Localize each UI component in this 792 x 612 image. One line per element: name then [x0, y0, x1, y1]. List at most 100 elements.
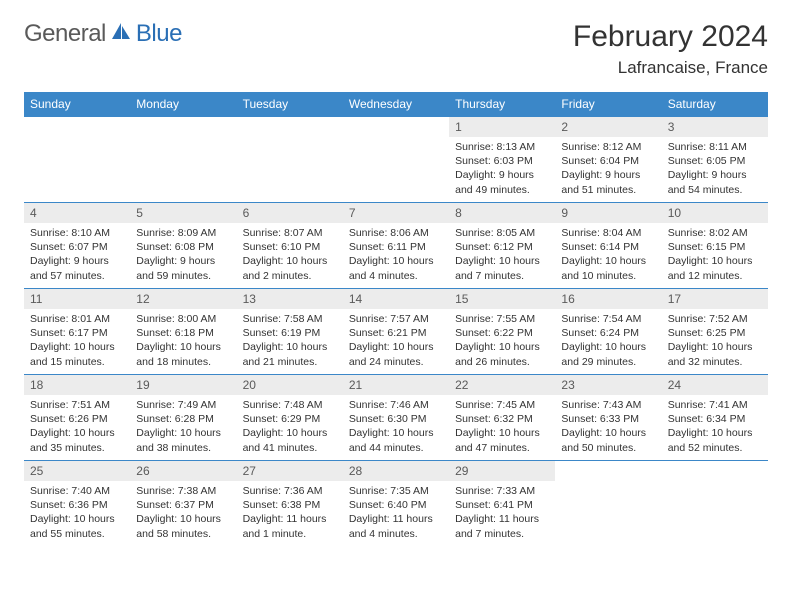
sunset-line: Sunset: 6:17 PM: [30, 326, 124, 340]
day-content: Sunrise: 7:54 AMSunset: 6:24 PMDaylight:…: [555, 309, 661, 373]
daylight-line: Daylight: 10 hours and 4 minutes.: [349, 254, 443, 282]
sunrise-line: Sunrise: 7:57 AM: [349, 312, 443, 326]
daylight-line: Daylight: 10 hours and 52 minutes.: [668, 426, 762, 454]
sunset-line: Sunset: 6:21 PM: [349, 326, 443, 340]
location: Lafrancaise, France: [573, 58, 768, 78]
sunset-line: Sunset: 6:24 PM: [561, 326, 655, 340]
day-content: Sunrise: 8:09 AMSunset: 6:08 PMDaylight:…: [130, 223, 236, 287]
sunrise-line: Sunrise: 7:43 AM: [561, 398, 655, 412]
sunset-line: Sunset: 6:30 PM: [349, 412, 443, 426]
sunset-line: Sunset: 6:22 PM: [455, 326, 549, 340]
day-number: 4: [24, 203, 130, 223]
day-number: 7: [343, 203, 449, 223]
day-content: Sunrise: 8:10 AMSunset: 6:07 PMDaylight:…: [24, 223, 130, 287]
calendar-cell: 10Sunrise: 8:02 AMSunset: 6:15 PMDayligh…: [662, 203, 768, 289]
daylight-line: Daylight: 10 hours and 7 minutes.: [455, 254, 549, 282]
day-number: 23: [555, 375, 661, 395]
calendar-cell: [130, 117, 236, 203]
daylight-line: Daylight: 11 hours and 1 minute.: [243, 512, 337, 540]
day-content: Sunrise: 7:45 AMSunset: 6:32 PMDaylight:…: [449, 395, 555, 459]
day-number: 13: [237, 289, 343, 309]
sunrise-line: Sunrise: 8:06 AM: [349, 226, 443, 240]
calendar-cell: 11 Sunrise: 8:01 AMSunset: 6:17 PMDayligh…: [24, 289, 130, 375]
sunrise-line: Sunrise: 8:07 AM: [243, 226, 337, 240]
calendar-cell: 28Sunrise: 7:35 AMSunset: 6:40 PMDayligh…: [343, 461, 449, 547]
sunset-line: Sunset: 6:18 PM: [136, 326, 230, 340]
sunset-line: Sunset: 6:11 PM: [349, 240, 443, 254]
calendar-cell: [343, 117, 449, 203]
calendar-cell: 27Sunrise: 7:36 AMSunset: 6:38 PMDayligh…: [237, 461, 343, 547]
calendar-cell: 3Sunrise: 8:11 AMSunset: 6:05 PMDaylight…: [662, 117, 768, 203]
daylight-line: Daylight: 10 hours and 24 minutes.: [349, 340, 443, 368]
sunrise-line: Sunrise: 7:48 AM: [243, 398, 337, 412]
day-number: 8: [449, 203, 555, 223]
sunrise-line: Sunrise: 8:00 AM: [136, 312, 230, 326]
day-content: Sunrise: 7:41 AMSunset: 6:34 PMDaylight:…: [662, 395, 768, 459]
day-content: Sunrise: 7:43 AMSunset: 6:33 PMDaylight:…: [555, 395, 661, 459]
day-number: 26: [130, 461, 236, 481]
sunrise-line: Sunrise: 7:35 AM: [349, 484, 443, 498]
day-content: Sunrise: 7:48 AMSunset: 6:29 PMDaylight:…: [237, 395, 343, 459]
daylight-line: Daylight: 11 hours and 7 minutes.: [455, 512, 549, 540]
day-number: 2: [555, 117, 661, 137]
daylight-line: Daylight: 10 hours and 58 minutes.: [136, 512, 230, 540]
sunset-line: Sunset: 6:40 PM: [349, 498, 443, 512]
daylight-line: Daylight: 10 hours and 18 minutes.: [136, 340, 230, 368]
daylight-line: Daylight: 10 hours and 10 minutes.: [561, 254, 655, 282]
calendar-row: 11Sunrise: 8:01 AMSunset: 6:17 PMDayligh…: [24, 289, 768, 375]
daylight-line: Daylight: 10 hours and 15 minutes.: [30, 340, 124, 368]
day-content: Sunrise: 8:07 AMSunset: 6:10 PMDaylight:…: [237, 223, 343, 287]
day-number: 12: [130, 289, 236, 309]
day-number: 14: [343, 289, 449, 309]
calendar-row: 1Sunrise: 8:13 AMSunset: 6:03 PMDaylight…: [24, 117, 768, 203]
day-number: 11: [24, 289, 130, 309]
calendar-cell: 25Sunrise: 7:40 AMSunset: 6:36 PMDayligh…: [24, 461, 130, 547]
daylight-line: Daylight: 10 hours and 44 minutes.: [349, 426, 443, 454]
daylight-line: Daylight: 10 hours and 50 minutes.: [561, 426, 655, 454]
sunrise-line: Sunrise: 8:01 AM: [30, 312, 124, 326]
weekday-header: Wednesday: [343, 92, 449, 117]
sail-icon: [110, 21, 132, 48]
daylight-line: Daylight: 9 hours and 49 minutes.: [455, 168, 549, 196]
calendar-cell: 23Sunrise: 7:43 AMSunset: 6:33 PMDayligh…: [555, 375, 661, 461]
calendar-cell: 4Sunrise: 8:10 AMSunset: 6:07 PMDaylight…: [24, 203, 130, 289]
sunset-line: Sunset: 6:38 PM: [243, 498, 337, 512]
sunrise-line: Sunrise: 7:45 AM: [455, 398, 549, 412]
calendar-cell: 7 Sunrise: 8:06 AMSunset: 6:11 PMDaylight…: [343, 203, 449, 289]
daylight-line: Daylight: 10 hours and 47 minutes.: [455, 426, 549, 454]
sunrise-line: Sunrise: 7:40 AM: [30, 484, 124, 498]
calendar-cell: [237, 117, 343, 203]
sunset-line: Sunset: 6:04 PM: [561, 154, 655, 168]
sunrise-line: Sunrise: 8:13 AM: [455, 140, 549, 154]
day-content: Sunrise: 8:11 AMSunset: 6:05 PMDaylight:…: [662, 137, 768, 201]
day-content: Sunrise: 7:52 AMSunset: 6:25 PMDaylight:…: [662, 309, 768, 373]
calendar-cell: 9Sunrise: 8:04 AMSunset: 6:14 PMDaylight…: [555, 203, 661, 289]
sunrise-line: Sunrise: 7:54 AM: [561, 312, 655, 326]
day-content: Sunrise: 8:13 AMSunset: 6:03 PMDaylight:…: [449, 137, 555, 201]
calendar-head: SundayMondayTuesdayWednesdayThursdayFrid…: [24, 92, 768, 117]
day-content: Sunrise: 7:46 AMSunset: 6:30 PMDaylight:…: [343, 395, 449, 459]
day-number: 29: [449, 461, 555, 481]
sunset-line: Sunset: 6:25 PM: [668, 326, 762, 340]
sunset-line: Sunset: 6:08 PM: [136, 240, 230, 254]
day-number: 18: [24, 375, 130, 395]
daylight-line: Daylight: 10 hours and 55 minutes.: [30, 512, 124, 540]
day-content: Sunrise: 7:40 AMSunset: 6:36 PMDaylight:…: [24, 481, 130, 545]
calendar-cell: [662, 461, 768, 547]
daylight-line: Daylight: 10 hours and 2 minutes.: [243, 254, 337, 282]
day-content: Sunrise: 7:35 AMSunset: 6:40 PMDaylight:…: [343, 481, 449, 545]
sunrise-line: Sunrise: 7:51 AM: [30, 398, 124, 412]
calendar-cell: 24Sunrise: 7:41 AMSunset: 6:34 PMDayligh…: [662, 375, 768, 461]
day-number: 21: [343, 375, 449, 395]
sunrise-line: Sunrise: 7:58 AM: [243, 312, 337, 326]
calendar-cell: 22Sunrise: 7:45 AMSunset: 6:32 PMDayligh…: [449, 375, 555, 461]
sunset-line: Sunset: 6:41 PM: [455, 498, 549, 512]
day-content: Sunrise: 7:38 AMSunset: 6:37 PMDaylight:…: [130, 481, 236, 545]
weekday-header: Thursday: [449, 92, 555, 117]
day-content: Sunrise: 8:00 AMSunset: 6:18 PMDaylight:…: [130, 309, 236, 373]
month-title: February 2024: [573, 20, 768, 54]
sunrise-line: Sunrise: 7:46 AM: [349, 398, 443, 412]
day-number: 15: [449, 289, 555, 309]
calendar-cell: 16Sunrise: 7:54 AMSunset: 6:24 PMDayligh…: [555, 289, 661, 375]
daylight-line: Daylight: 9 hours and 51 minutes.: [561, 168, 655, 196]
